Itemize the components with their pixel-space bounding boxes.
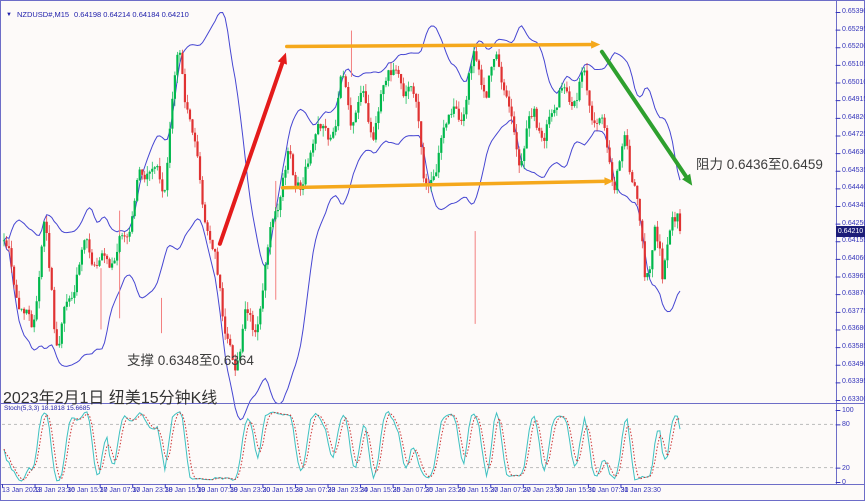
current-price-tag: 0.64210 <box>836 225 865 237</box>
